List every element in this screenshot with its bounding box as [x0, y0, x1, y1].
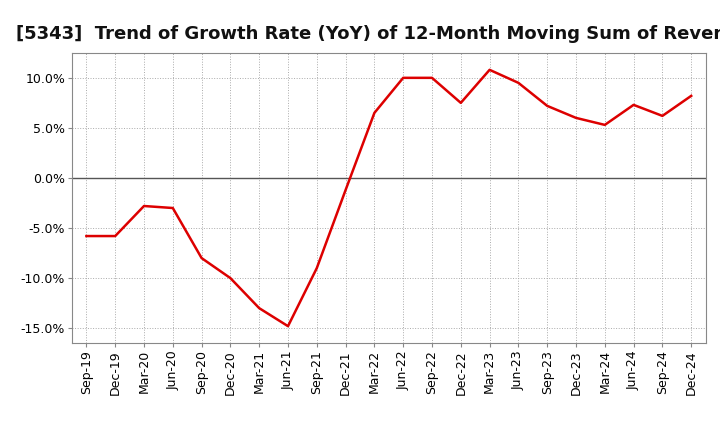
Title: [5343]  Trend of Growth Rate (YoY) of 12-Month Moving Sum of Revenues: [5343] Trend of Growth Rate (YoY) of 12-…	[16, 25, 720, 43]
